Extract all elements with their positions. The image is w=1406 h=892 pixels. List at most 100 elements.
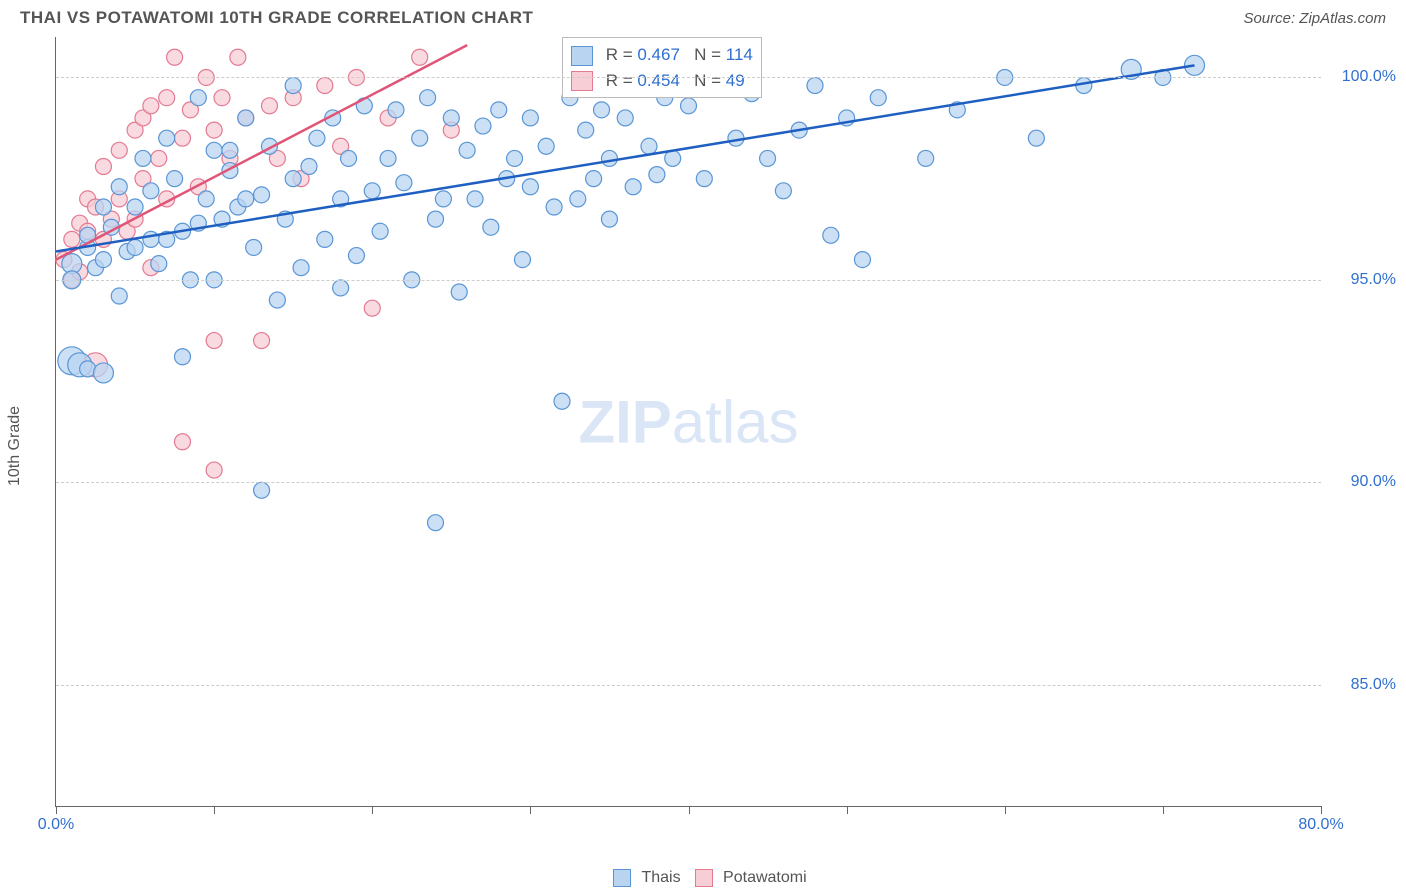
data-point: [491, 102, 507, 118]
data-point: [823, 227, 839, 243]
plot-svg: [56, 37, 1321, 806]
data-point: [93, 363, 113, 383]
data-point: [111, 179, 127, 195]
y-tick-label: 90.0%: [1351, 473, 1396, 491]
x-tick: [530, 806, 531, 814]
data-point: [428, 515, 444, 531]
data-point: [301, 159, 317, 175]
data-point: [538, 138, 554, 154]
data-point: [285, 171, 301, 187]
data-point: [396, 175, 412, 191]
data-point: [293, 260, 309, 276]
data-point: [760, 150, 776, 166]
data-point: [681, 98, 697, 114]
data-point: [388, 102, 404, 118]
data-point: [151, 256, 167, 272]
data-point: [341, 150, 357, 166]
data-point: [428, 211, 444, 227]
data-point: [870, 90, 886, 106]
data-point: [625, 179, 641, 195]
data-point: [254, 482, 270, 498]
data-point: [1028, 130, 1044, 146]
data-point: [246, 239, 262, 255]
data-point: [420, 90, 436, 106]
gridline: [56, 482, 1321, 483]
data-point: [333, 280, 349, 296]
data-point: [167, 49, 183, 65]
data-point: [364, 183, 380, 199]
data-point: [522, 179, 538, 195]
data-point: [601, 211, 617, 227]
data-point: [586, 171, 602, 187]
data-point: [467, 191, 483, 207]
data-point: [570, 191, 586, 207]
data-point: [918, 150, 934, 166]
data-point: [135, 150, 151, 166]
data-point: [159, 130, 175, 146]
legend-swatch: [613, 869, 631, 887]
stats-legend: R = 0.467 N = 114 R = 0.454 N = 49: [562, 37, 762, 98]
data-point: [190, 90, 206, 106]
data-point: [95, 252, 111, 268]
data-point: [95, 199, 111, 215]
data-point: [167, 171, 183, 187]
data-point: [522, 110, 538, 126]
x-tick: [1005, 806, 1006, 814]
x-tick: [1321, 806, 1322, 814]
data-point: [238, 110, 254, 126]
data-point: [269, 292, 285, 308]
data-point: [95, 159, 111, 175]
y-tick-label: 100.0%: [1342, 68, 1396, 86]
x-tick: [1163, 806, 1164, 814]
data-point: [514, 252, 530, 268]
data-point: [807, 78, 823, 94]
data-point: [111, 142, 127, 158]
data-point: [309, 130, 325, 146]
data-point: [594, 102, 610, 118]
data-point: [435, 191, 451, 207]
data-point: [578, 122, 594, 138]
data-point: [206, 122, 222, 138]
data-point: [475, 118, 491, 134]
data-point: [254, 333, 270, 349]
data-point: [854, 252, 870, 268]
data-point: [206, 462, 222, 478]
data-point: [143, 183, 159, 199]
data-point: [261, 98, 277, 114]
legend-label: Thais: [637, 869, 680, 886]
data-point: [151, 150, 167, 166]
y-tick-label: 85.0%: [1351, 676, 1396, 694]
data-point: [127, 199, 143, 215]
data-point: [127, 239, 143, 255]
data-point: [175, 130, 191, 146]
data-point: [696, 171, 712, 187]
y-axis-label: 10th Grade: [6, 406, 24, 486]
bottom-legend: Thais Potawatomi: [0, 869, 1406, 887]
data-point: [175, 349, 191, 365]
data-point: [601, 150, 617, 166]
x-tick: [689, 806, 690, 814]
data-point: [412, 49, 428, 65]
gridline: [56, 77, 1321, 78]
scatter-plot: ZIPatlas R = 0.467 N = 114 R = 0.454 N =…: [55, 37, 1321, 807]
stats-swatch: [571, 71, 593, 91]
data-point: [111, 288, 127, 304]
x-tick: [372, 806, 373, 814]
legend-label: Potawatomi: [719, 869, 807, 886]
data-point: [143, 98, 159, 114]
data-point: [317, 231, 333, 247]
x-tick: [56, 806, 57, 814]
data-point: [348, 248, 364, 264]
chart-title: THAI VS POTAWATOMI 10TH GRADE CORRELATIO…: [20, 8, 533, 28]
data-point: [364, 300, 380, 316]
data-point: [546, 199, 562, 215]
data-point: [775, 183, 791, 199]
data-point: [206, 333, 222, 349]
data-point: [317, 78, 333, 94]
data-point: [380, 150, 396, 166]
data-point: [507, 150, 523, 166]
data-point: [554, 393, 570, 409]
data-point: [372, 223, 388, 239]
x-tick: [214, 806, 215, 814]
stats-row: R = 0.454 N = 49: [571, 68, 753, 94]
